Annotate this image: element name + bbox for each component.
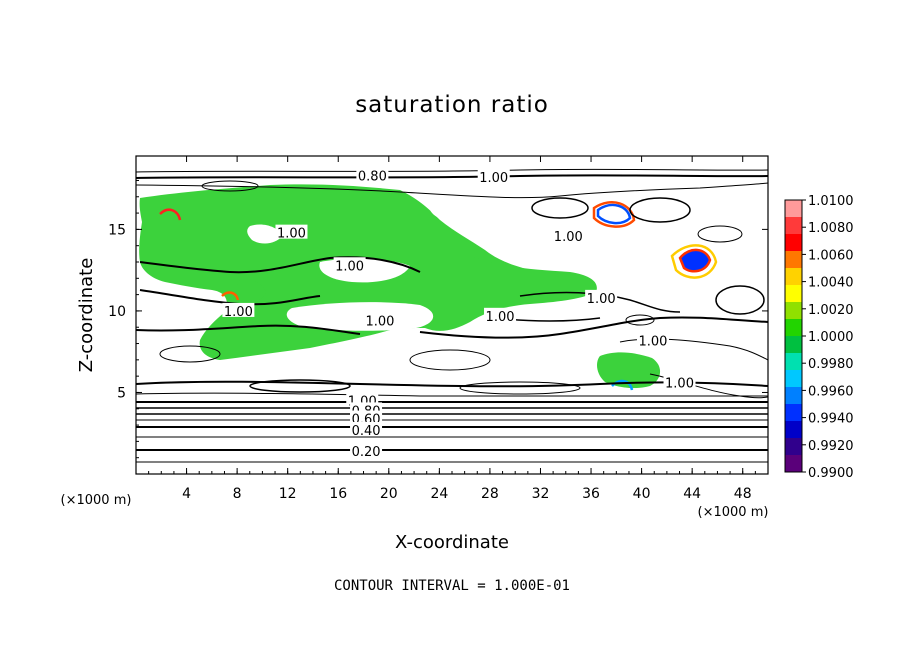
colorbar-cell: [785, 370, 802, 388]
colorbar-cell: [785, 319, 802, 337]
contour-label-bg: [333, 257, 366, 272]
x-tick-label: 28: [481, 486, 499, 502]
x-tick-label: 12: [279, 486, 297, 502]
colorbar-tick-label: 1.0080: [808, 221, 854, 236]
colorbar-cell: [785, 404, 802, 422]
plot-area: 0.80 1.00 1.00 1.00 1.00 1.00 1.00 1.00 1.00 1.00…: [108, 155, 769, 502]
x-unit-left: (×1000 m): [61, 493, 132, 508]
contour-label: 1.00: [277, 227, 306, 242]
x-axis-label: X-coordinate: [395, 532, 509, 553]
contour-label: 1.00: [224, 305, 253, 320]
x-tick-label: 32: [532, 486, 550, 502]
colorbar-tick-label: 0.9960: [808, 384, 854, 399]
colorbar-cell: [785, 302, 802, 320]
x-tick-label: 20: [380, 486, 398, 502]
colorbar-cell: [785, 421, 802, 439]
x-tick-label: 4: [182, 486, 191, 502]
contour-label-bg: [350, 421, 383, 436]
colorbar-cell: [785, 353, 802, 371]
contour-label: 0.40: [352, 424, 381, 439]
contour-label-bg: [552, 227, 585, 242]
contour-label: 0.80: [358, 170, 387, 185]
colorbar: 1.0100 1.0080 1.0060 1.0040 1.0020 1.0000 0.99…: [784, 194, 854, 481]
contour-label-bg: [275, 224, 308, 239]
y-tick-label: 5: [117, 385, 126, 401]
contour-label-bg: [222, 302, 255, 317]
colorbar-cell: [785, 285, 802, 303]
colorbar-cell: [785, 217, 802, 235]
contour-label-bg: [477, 169, 510, 184]
colorbar-tick-label: 0.9900: [808, 466, 854, 481]
x-tick-label: 40: [633, 486, 651, 502]
x-axis-ticks: 4 8 12 16 20 24 28 32 36 40 44 48: [148, 156, 756, 502]
y-axis-label: Z-coordinate: [76, 258, 97, 373]
contour-label-bg: [585, 289, 618, 304]
colorbar-tick-label: 0.9940: [808, 412, 854, 427]
contour-label: 1.00: [587, 292, 616, 307]
colorbar-cell: [785, 387, 802, 405]
contour-interval-note: CONTOUR INTERVAL = 1.000E-01: [334, 578, 570, 594]
x-tick-label: 8: [233, 486, 242, 502]
colorbar-tick-label: 0.9980: [808, 357, 854, 372]
colorbar-cell: [785, 438, 802, 456]
contour-label: 1.00: [665, 377, 694, 392]
colorbar-tick-label: 1.0100: [808, 194, 854, 209]
contour-label-bg: [350, 443, 383, 458]
colorbar-tick-label: 1.0000: [808, 330, 854, 345]
contour-label: 1.00: [335, 259, 364, 274]
contour-label-bg: [363, 312, 396, 327]
colorbar-cell: [785, 251, 802, 269]
contour-label-bg: [356, 167, 389, 182]
y-axis-ticks: 5 10 15: [108, 179, 768, 459]
chart-title: saturation ratio: [355, 92, 549, 118]
y-tick-label: 10: [108, 304, 126, 320]
colorbar-cell: [785, 234, 802, 252]
colorbar-tick-label: 1.0060: [808, 248, 854, 263]
x-tick-label: 44: [683, 486, 701, 502]
colorbar-cell: [785, 336, 802, 354]
y-tick-label: 15: [108, 222, 126, 238]
x-unit-right: (×1000 m): [698, 505, 769, 520]
contour-label: 1.00: [486, 310, 515, 325]
contour-label-bg: [350, 410, 383, 425]
colorbar-cell: [785, 455, 802, 473]
contour-label-bg: [663, 374, 696, 389]
colorbar-tick-label: 1.0020: [808, 303, 854, 318]
colorbar-tick-label: 0.9920: [808, 439, 854, 454]
contour-label: 1.00: [638, 334, 667, 349]
x-tick-label: 36: [582, 486, 600, 502]
contour-label: 1.00: [554, 230, 583, 245]
colorbar-tick-label: 1.0040: [808, 276, 854, 291]
x-tick-label: 48: [734, 486, 752, 502]
contour-label: 1.00: [479, 171, 508, 186]
contour-label: 0.20: [352, 445, 381, 460]
contour-label-bg: [484, 307, 517, 322]
x-tick-label: 16: [329, 486, 347, 502]
colorbar-cell: [785, 268, 802, 286]
colorbar-cell: [785, 200, 802, 218]
contour-label-bg: [636, 332, 669, 347]
contour-label: 1.00: [365, 315, 394, 330]
contour-labels: 0.80 1.00 1.00 1.00 1.00 1.00 1.00 1.00 1.00 1.00…: [222, 167, 696, 460]
x-tick-label: 24: [430, 486, 448, 502]
